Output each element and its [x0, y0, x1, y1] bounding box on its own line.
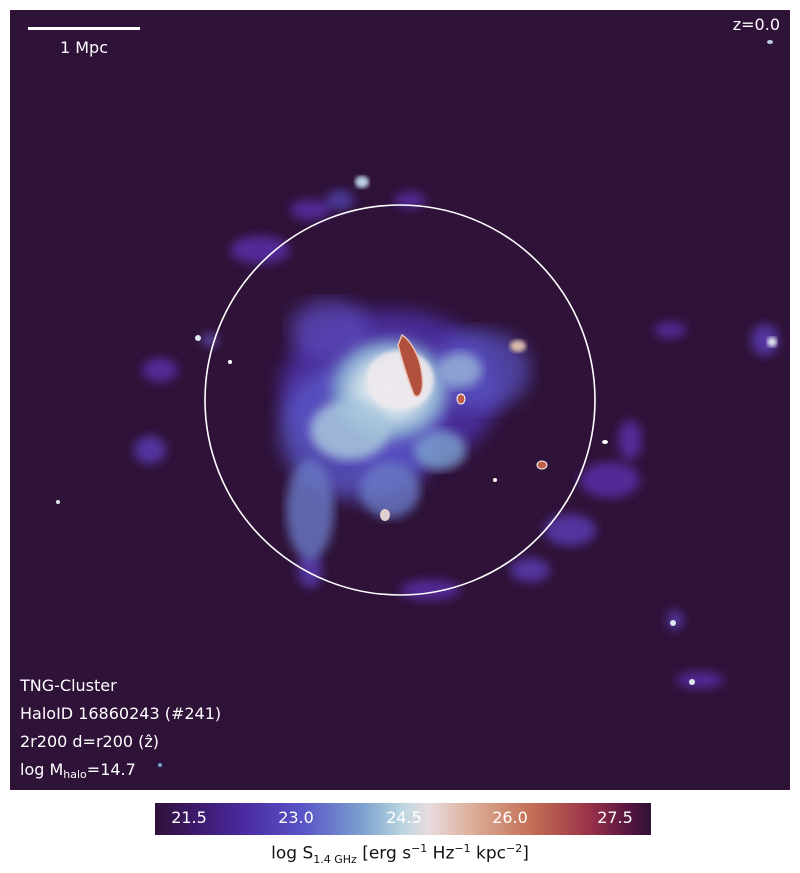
- colorbar-tick: 21.5: [171, 808, 207, 827]
- colorbar-tick: 24.5: [386, 808, 422, 827]
- halo-mass-label: log Mhalo=14.7: [20, 760, 136, 781]
- projection-label: 2r200 d=r200 (ẑ): [20, 732, 160, 751]
- redshift-label: z=0.0: [732, 15, 780, 34]
- scale-bar: [28, 27, 140, 30]
- scale-bar-label: 1 Mpc: [59, 38, 109, 57]
- r200-circle: [204, 204, 596, 596]
- colorbar-tick: 23.0: [278, 808, 314, 827]
- colorbar-label: log S1.4 GHz [erg s−1 Hz−1 kpc−2]: [271, 842, 529, 867]
- simulation-label: TNG-Cluster: [20, 676, 117, 695]
- emission-field: [56, 40, 779, 767]
- colorbar-tick: 26.0: [492, 808, 528, 827]
- halo-id-label: HaloID 16860243 (#241): [20, 704, 222, 723]
- radio-emission-map: 1 Mpc z=0.0 TNG-Cluster HaloID 16860243 …: [10, 10, 790, 790]
- relic-shock: [397, 333, 424, 397]
- cluster-core-emission: [280, 300, 548, 560]
- compact-sources: [56, 40, 777, 767]
- colorbar-tick: 27.5: [597, 808, 633, 827]
- colorbar: 21.5 23.0 24.5 26.0 27.5: [155, 803, 651, 835]
